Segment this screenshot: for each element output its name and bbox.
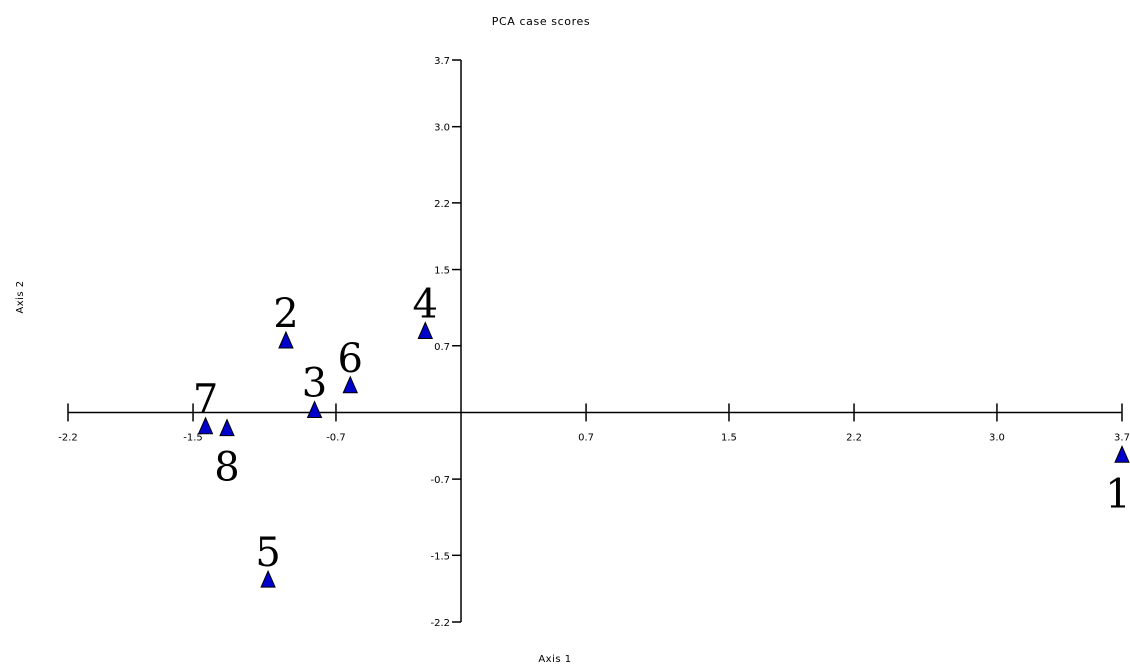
point-3-marker: [306, 400, 323, 419]
x-tick-label: 0.7: [578, 432, 594, 443]
y-tick-label: 3.7: [434, 56, 450, 67]
point-2-label: 2: [273, 291, 298, 337]
x-tick-label: 1.5: [721, 432, 737, 443]
point-6-marker: [342, 375, 359, 394]
point-2-marker: [278, 330, 294, 349]
y-tick-label: -0.7: [431, 475, 451, 486]
y-axis-title: Axis 2: [15, 280, 26, 313]
point-1-marker: [1114, 445, 1130, 463]
y-tick-label: -1.5: [431, 551, 451, 562]
point-8-marker: [219, 418, 235, 437]
point-5-label: 5: [255, 530, 280, 576]
x-tick-label: 2.2: [846, 432, 862, 443]
point-8-label: 8: [214, 445, 239, 491]
axes: -2.2 -1.5 -0.7 0.7 1.5 2.2 3.0 3.7 3.7 3.0 2.2 1.5…: [58, 56, 1130, 629]
y-tick-label: 2.2: [434, 199, 450, 210]
y-tick-label: 0.7: [434, 342, 450, 353]
x-ticks: -2.2 -1.5 -0.7 0.7 1.5 2.2 3.0 3.7: [58, 403, 1130, 443]
y-tick-label: 1.5: [434, 266, 450, 277]
x-tick-label: 3.7: [1114, 432, 1130, 443]
x-axis-title: Axis 1: [538, 654, 571, 665]
x-tick-label: -2.2: [58, 432, 78, 443]
point-5-marker: [260, 569, 276, 588]
y-tick-label: -2.2: [431, 618, 451, 629]
point-7-label: 7: [193, 377, 218, 423]
x-tick-label: -1.5: [183, 432, 203, 443]
point-4-marker: [417, 321, 434, 339]
point-6-label: 6: [338, 336, 363, 382]
y-ticks: 3.7 3.0 2.2 1.5 0.7 -0.7 -1.5 -2.2: [431, 56, 462, 629]
point-7-marker: [197, 416, 214, 435]
x-tick-label: 3.0: [989, 432, 1005, 443]
x-tick-label: -0.7: [326, 432, 346, 443]
point-1-label: 1: [1105, 471, 1130, 517]
y-tick-label: 3.0: [434, 123, 450, 134]
point-4-label: 4: [413, 281, 438, 327]
point-3-label: 3: [302, 361, 327, 407]
chart-title: PCA case scores: [492, 15, 590, 28]
